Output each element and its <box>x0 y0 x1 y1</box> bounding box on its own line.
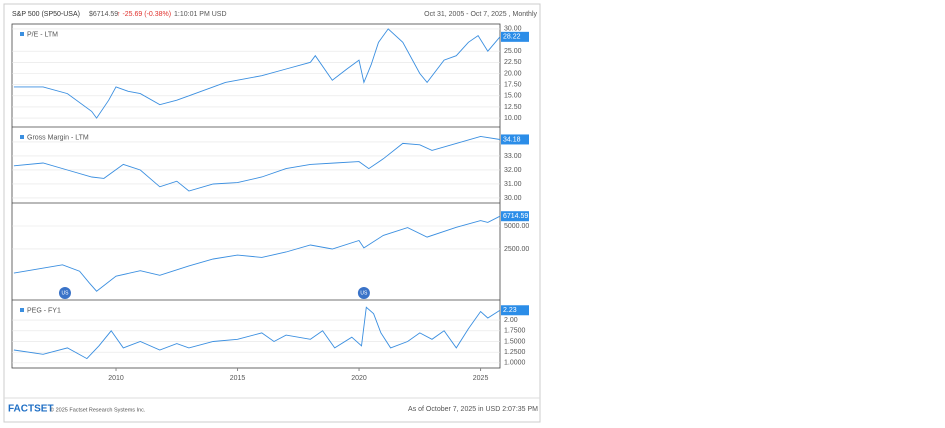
frame <box>3 3 541 423</box>
y-tick-label: 20.00 <box>504 70 522 77</box>
price: $6714.59 <box>89 11 118 18</box>
series-line <box>13 135 501 192</box>
y-tick-label: 17.50 <box>504 81 522 88</box>
last-value-label: 28.22 <box>503 34 521 41</box>
y-tick-label: 30.00 <box>504 195 522 202</box>
y-tick-label: 10.00 <box>504 115 522 122</box>
y-tick-label: 2500.00 <box>504 246 529 253</box>
change: ↑ -25.69 (-0.38%) <box>117 11 171 18</box>
plot-frame <box>11 23 501 369</box>
y-tick-label: 15.00 <box>504 93 522 100</box>
legend-label: P/E - LTM <box>27 31 58 38</box>
last-value-label: 6714.59 <box>503 213 528 220</box>
event-marker[interactable] <box>58 287 71 299</box>
y-tick-label: 5000.00 <box>504 223 529 230</box>
date-range[interactable]: Oct 31, 2005 - Oct 7, 2025 , Monthly <box>424 11 537 18</box>
legend-swatch <box>20 32 24 36</box>
y-tick-label: 31.00 <box>504 181 522 188</box>
y-tick-label: 32.00 <box>504 167 522 174</box>
last-value-box <box>501 134 529 145</box>
last-value-box <box>501 305 529 316</box>
event-label: US <box>62 290 70 296</box>
last-value-box <box>501 31 529 42</box>
legend-swatch <box>20 308 24 312</box>
y-tick-label: 2.00 <box>504 317 518 324</box>
y-tick-label: 1.2500 <box>504 349 526 356</box>
y-tick-label: 12.50 <box>504 104 522 111</box>
y-tick-label: 1.7500 <box>504 328 526 335</box>
last-value-box <box>501 211 529 222</box>
title: S&P 500 (SP50-USA) <box>12 11 80 18</box>
copyright: © 2025 Factset Research Systems Inc. <box>50 406 146 413</box>
series-line <box>13 306 501 360</box>
time: 1:10:01 PM USD <box>174 11 227 18</box>
x-tick-label: 2025 <box>473 375 489 382</box>
event-marker[interactable] <box>357 287 370 299</box>
y-tick-label: 1.5000 <box>504 338 526 345</box>
legend-label: PEG - FY1 <box>27 307 61 314</box>
series-line <box>13 215 501 292</box>
legend-label: Gross Margin - LTM <box>27 134 89 141</box>
last-value-label: 2.23 <box>503 307 517 314</box>
y-tick-label: 30.00 <box>504 26 522 33</box>
event-label: US <box>360 290 368 296</box>
y-tick-label: 33.00 <box>504 153 522 160</box>
last-value-label: 34.18 <box>503 136 521 143</box>
series-line <box>13 28 501 119</box>
x-tick-label: 2015 <box>230 375 246 382</box>
y-tick-label: 25.00 <box>504 48 522 55</box>
logo: FACTSET <box>8 404 54 415</box>
x-tick-label: 2010 <box>108 375 124 382</box>
legend-swatch <box>20 135 24 139</box>
x-tick-label: 2020 <box>351 375 367 382</box>
y-tick-label: 22.50 <box>504 59 522 66</box>
y-tick-label: 1.0000 <box>504 360 526 367</box>
as-of: As of October 7, 2025 in USD 2:07:35 PM <box>408 406 538 413</box>
